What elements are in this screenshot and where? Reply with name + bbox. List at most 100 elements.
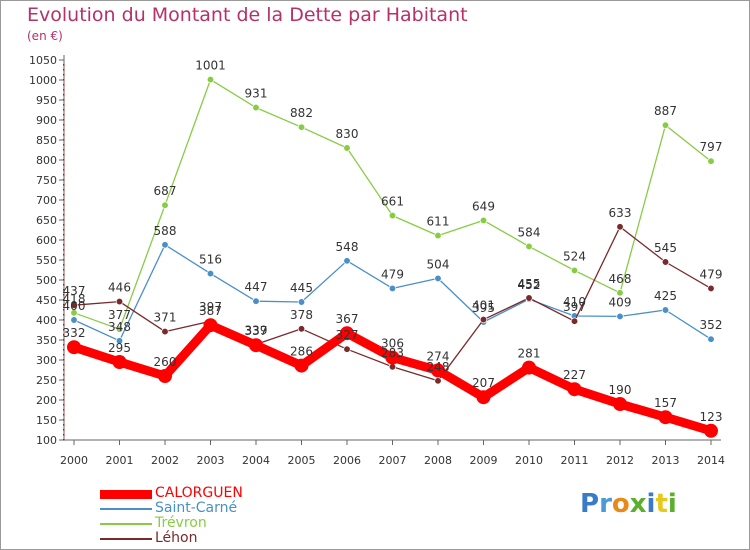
data-point-0 <box>567 382 582 397</box>
data-label: 588 <box>154 224 177 238</box>
data-label: 455 <box>518 277 541 291</box>
y-tick-label: 100 <box>36 434 57 447</box>
data-label: 468 <box>609 272 632 286</box>
y-minor-tick <box>63 314 65 316</box>
data-point-1 <box>70 316 78 324</box>
data-label: 548 <box>336 240 359 254</box>
y-minor-tick <box>63 254 65 256</box>
x-tick-label: 2013 <box>652 454 680 467</box>
x-tick-label: 2011 <box>561 454 589 467</box>
data-point-3 <box>161 327 169 336</box>
data-point-1 <box>115 337 124 345</box>
data-point-2 <box>616 289 624 297</box>
data-point-2 <box>70 309 78 317</box>
y-minor-tick <box>63 379 65 381</box>
y-minor-tick <box>63 279 65 281</box>
x-tick-label: 2014 <box>697 454 725 467</box>
data-label: 425 <box>654 289 677 303</box>
x-tick-label: 2000 <box>60 454 88 467</box>
data-label: 281 <box>518 347 541 361</box>
y-tick-label: 600 <box>36 234 57 247</box>
y-minor-tick <box>63 269 65 271</box>
y-minor-tick <box>63 64 65 66</box>
logo-letter: o <box>611 489 630 519</box>
data-point-0 <box>385 350 400 365</box>
y-minor-tick <box>63 194 65 196</box>
y-minor-tick <box>63 399 65 401</box>
y-minor-tick <box>63 164 65 166</box>
data-label: 387 <box>199 304 222 318</box>
data-point-1 <box>661 306 670 314</box>
y-tick-label: 450 <box>36 294 57 307</box>
data-label: 446 <box>108 281 131 295</box>
data-label: 887 <box>654 104 677 118</box>
y-minor-tick <box>63 84 65 86</box>
data-point-1 <box>206 269 215 278</box>
data-point-2 <box>297 123 306 131</box>
y-minor-tick <box>63 229 65 231</box>
x-tick-label: 2010 <box>515 454 543 467</box>
y-minor-tick <box>63 209 65 211</box>
y-minor-tick <box>63 284 65 286</box>
y-minor-tick <box>63 204 65 206</box>
legend-swatch <box>100 538 152 540</box>
data-label: 479 <box>381 267 404 281</box>
y-minor-tick <box>63 324 65 326</box>
data-label: 410 <box>563 295 586 309</box>
data-label: 397 <box>199 300 222 314</box>
y-minor-tick <box>63 344 65 346</box>
y-minor-tick <box>63 129 65 131</box>
data-label: 447 <box>245 280 268 294</box>
x-tick-label: 2009 <box>470 454 498 467</box>
data-label: 649 <box>472 199 495 213</box>
data-label: 367 <box>336 312 359 326</box>
y-minor-tick <box>63 409 65 411</box>
data-point-3 <box>297 325 306 333</box>
data-point-2 <box>479 216 488 225</box>
data-label: 378 <box>290 308 313 322</box>
y-minor-tick <box>63 239 65 241</box>
data-label: 882 <box>290 106 313 120</box>
y-minor-tick <box>63 304 65 306</box>
chart-title: Evolution du Montant de la Dette par Hab… <box>27 4 468 26</box>
data-point-3 <box>525 294 533 302</box>
data-point-3 <box>616 223 624 231</box>
y-minor-tick <box>63 259 65 261</box>
data-point-2 <box>388 211 397 220</box>
logo-letter: r <box>599 489 612 519</box>
y-tick-label: 550 <box>36 254 57 267</box>
data-label: 584 <box>518 225 541 239</box>
data-point-3 <box>434 377 442 385</box>
y-minor-tick <box>63 159 65 161</box>
data-point-0 <box>340 326 354 341</box>
y-minor-tick <box>63 414 65 416</box>
y-tick-label: 950 <box>36 94 57 107</box>
y-minor-tick <box>63 369 65 371</box>
y-minor-tick <box>63 359 65 361</box>
y-tick-label: 700 <box>36 194 57 207</box>
y-minor-tick <box>63 99 65 101</box>
data-label: 516 <box>199 253 222 267</box>
y-minor-tick <box>63 294 65 296</box>
y-minor-tick <box>63 179 65 181</box>
y-tick-label: 650 <box>36 214 57 227</box>
data-label: 274 <box>427 349 450 363</box>
x-tick-label: 2012 <box>606 454 634 467</box>
data-point-3 <box>70 301 78 309</box>
x-tick-label: 2004 <box>242 454 270 467</box>
data-label: 830 <box>336 127 359 141</box>
data-label: 332 <box>63 326 86 340</box>
data-label: 395 <box>472 301 495 315</box>
data-point-0 <box>522 360 536 375</box>
data-point-0 <box>613 397 627 411</box>
y-minor-tick <box>63 169 65 171</box>
x-tick-label: 2003 <box>197 454 225 467</box>
unit-label: (en €) <box>27 29 63 43</box>
logo-letter: P <box>580 489 600 519</box>
data-point-2 <box>206 75 215 84</box>
data-point-2 <box>707 157 715 165</box>
y-tick-label: 1050 <box>29 54 57 67</box>
data-point-0 <box>476 390 491 405</box>
logo-letter: i <box>667 489 677 519</box>
